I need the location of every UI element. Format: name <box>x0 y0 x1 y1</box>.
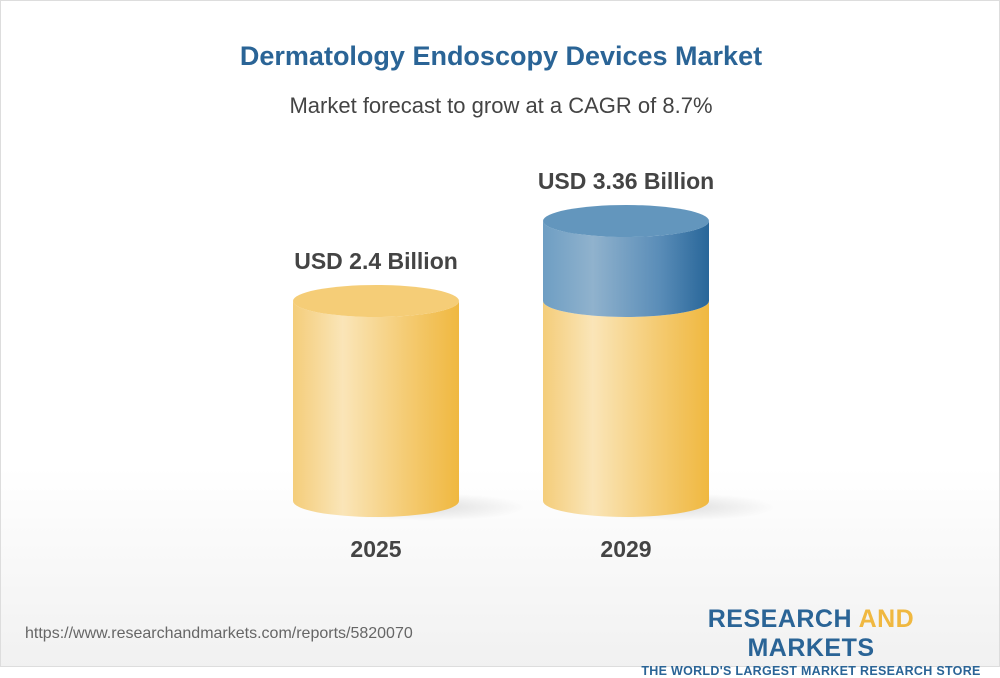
category-label: 2029 <box>600 536 651 562</box>
cylinder-base-2025 <box>293 301 459 517</box>
cylinder-top-2025 <box>293 285 459 317</box>
source-url[interactable]: https://www.researchandmarkets.com/repor… <box>25 625 413 642</box>
data-label: USD 3.36 Billion <box>538 168 714 194</box>
category-label: 2025 <box>350 536 401 562</box>
cylinder-base-2029 <box>543 301 709 517</box>
research-and-markets-logo: RESEARCH AND MARKETS THE WORLD'S LARGEST… <box>641 605 981 678</box>
cylinder-top-2029 <box>543 205 709 237</box>
cylinder-growth-2029 <box>543 221 709 317</box>
chart-subtitle: Market forecast to grow at a CAGR of 8.7… <box>289 93 713 118</box>
data-label: USD 2.4 Billion <box>294 248 458 274</box>
chart-title: Dermatology Endoscopy Devices Market <box>239 41 763 71</box>
